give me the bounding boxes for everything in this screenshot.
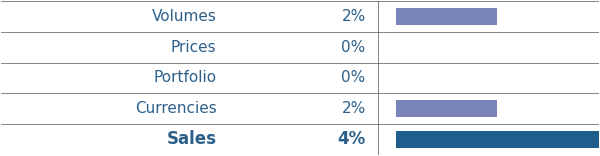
Text: 0%: 0% — [341, 71, 365, 85]
FancyBboxPatch shape — [395, 8, 497, 25]
Text: 0%: 0% — [341, 40, 365, 55]
Text: Currencies: Currencies — [134, 101, 217, 116]
Text: Portfolio: Portfolio — [153, 71, 217, 85]
Text: 4%: 4% — [337, 130, 365, 148]
FancyBboxPatch shape — [395, 100, 497, 117]
FancyBboxPatch shape — [395, 131, 599, 148]
Text: 2%: 2% — [341, 101, 365, 116]
Text: Prices: Prices — [171, 40, 217, 55]
Text: 2%: 2% — [341, 9, 365, 24]
Text: Volumes: Volumes — [152, 9, 217, 24]
Text: Sales: Sales — [166, 130, 217, 148]
